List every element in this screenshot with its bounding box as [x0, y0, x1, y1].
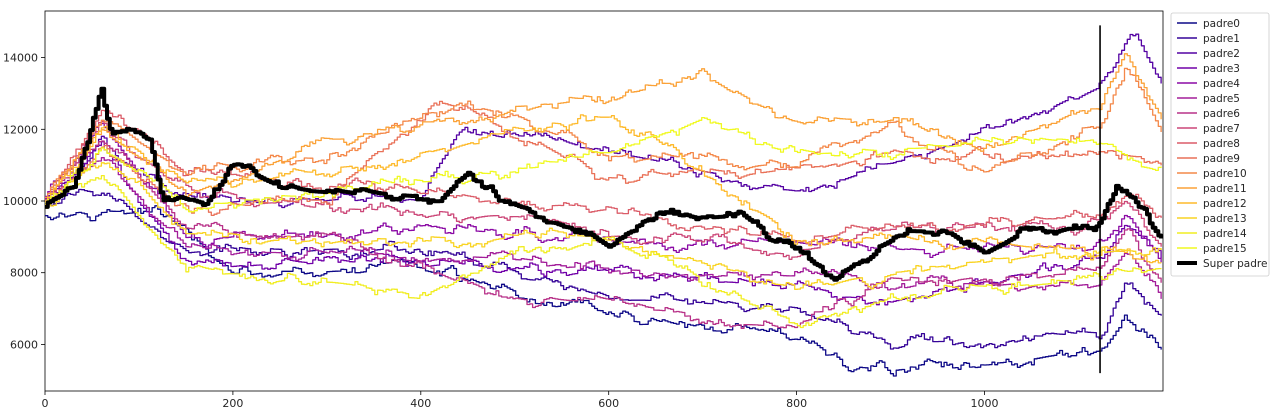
legend-label: padre14: [1203, 228, 1247, 240]
legend-label: padre2: [1203, 48, 1240, 60]
legend-label: padre7: [1203, 123, 1240, 135]
x-tick-label: 600: [598, 397, 619, 410]
x-tick-label: 400: [410, 397, 431, 410]
legend-box: [1170, 12, 1270, 277]
x-axis: 0 200 400 600 800 1000: [42, 391, 998, 410]
legend-label: padre13: [1203, 213, 1247, 225]
series-line-super-padre: [45, 86, 1164, 282]
series-line-padre3: [45, 141, 1162, 306]
series-line-padre13: [45, 162, 1162, 290]
series-line-padre5: [45, 157, 1162, 299]
legend-label: padre4: [1203, 78, 1240, 90]
legend-label: padre1: [1203, 33, 1240, 45]
y-tick-label: 8000: [10, 267, 38, 280]
series-line-padre11: [45, 53, 1162, 202]
x-tick-label: 800: [786, 397, 807, 410]
series-layer: [45, 33, 1164, 377]
legend: padre0 padre1 padre2 padre3 padre4 padre5 padr…: [1170, 12, 1270, 277]
y-tick-label: 14000: [3, 52, 38, 65]
y-tick-label: 12000: [3, 123, 38, 136]
legend-label: padre11: [1203, 183, 1247, 195]
series-line-padre2: [45, 33, 1162, 209]
legend-label: padre3: [1203, 63, 1240, 75]
series-line-padre0: [45, 205, 1162, 377]
y-tick-label: 10000: [3, 195, 38, 208]
series-line-padre15: [45, 116, 1162, 213]
series-line-padre8: [45, 109, 1162, 245]
series-line-padre12: [45, 114, 1162, 264]
x-tick-label: 200: [222, 397, 243, 410]
legend-label: padre10: [1203, 168, 1247, 180]
y-axis: 6000 8000 10000 12000 14000: [3, 52, 45, 351]
series-line-padre14: [45, 174, 1162, 329]
plot-area: [44, 10, 1164, 392]
y-tick-label: 6000: [10, 338, 38, 351]
legend-label: padre0: [1203, 18, 1240, 30]
legend-label: padre12: [1203, 198, 1247, 210]
series-line-padre1: [45, 188, 1162, 350]
x-tick-label: 1000: [970, 397, 998, 410]
legend-label: Super padre: [1203, 258, 1267, 270]
legend-label: padre5: [1203, 93, 1240, 105]
x-tick-label: 0: [42, 397, 49, 410]
legend-label: padre15: [1203, 243, 1247, 255]
legend-label: padre6: [1203, 108, 1240, 120]
legend-label: padre9: [1203, 153, 1240, 165]
legend-label: padre8: [1203, 138, 1240, 150]
